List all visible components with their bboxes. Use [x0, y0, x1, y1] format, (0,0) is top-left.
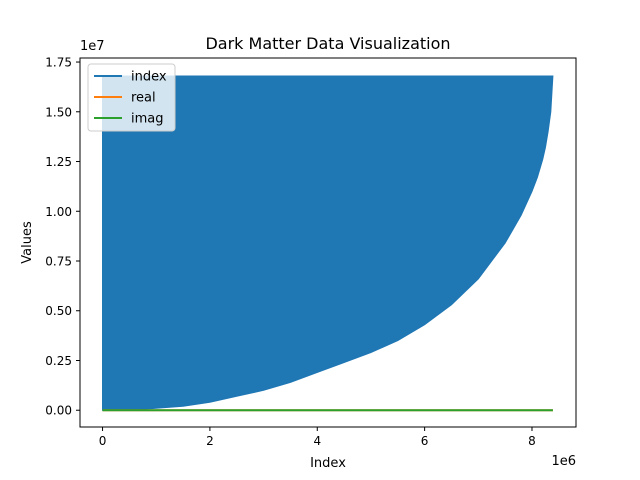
x-tick-label: 2	[206, 434, 214, 448]
y-axis-multiplier: 1e7	[80, 39, 105, 54]
x-tick-label: 6	[421, 434, 429, 448]
x-ticks: 0 2 4 6 8	[99, 427, 536, 448]
y-tick-label: 1.00	[45, 205, 72, 219]
x-tick-label: 0	[99, 434, 107, 448]
x-axis-label: Index	[310, 456, 346, 471]
y-tick-label: 1.25	[45, 155, 72, 169]
legend-label-real: real	[131, 91, 156, 106]
y-tick-label: 1.75	[45, 56, 72, 70]
y-tick-label: 0.75	[45, 255, 72, 269]
y-axis-label: Values	[20, 221, 35, 264]
chart-title: Dark Matter Data Visualization	[205, 34, 450, 53]
y-tick-label: 1.50	[45, 105, 72, 119]
y-tick-label: 0.50	[45, 304, 72, 318]
legend-label-imag: imag	[131, 112, 164, 127]
legend-box	[87, 63, 176, 132]
x-tick-label: 4	[313, 434, 321, 448]
y-tick-label: 0.25	[45, 354, 72, 368]
axes-frame	[79, 57, 577, 428]
x-tick-label: 8	[528, 434, 536, 448]
y-ticks: 0.00 0.25 0.50 0.75 1.00 1.25 1.50 1.75	[45, 56, 80, 418]
legend: index real imag	[87, 63, 176, 132]
legend-label-index: index	[131, 70, 167, 85]
series-index-area	[102, 75, 554, 411]
x-axis-multiplier: 1e6	[551, 454, 576, 469]
axes	[79, 57, 577, 428]
plot-area	[102, 75, 554, 412]
y-tick-label: 0.00	[45, 404, 72, 418]
